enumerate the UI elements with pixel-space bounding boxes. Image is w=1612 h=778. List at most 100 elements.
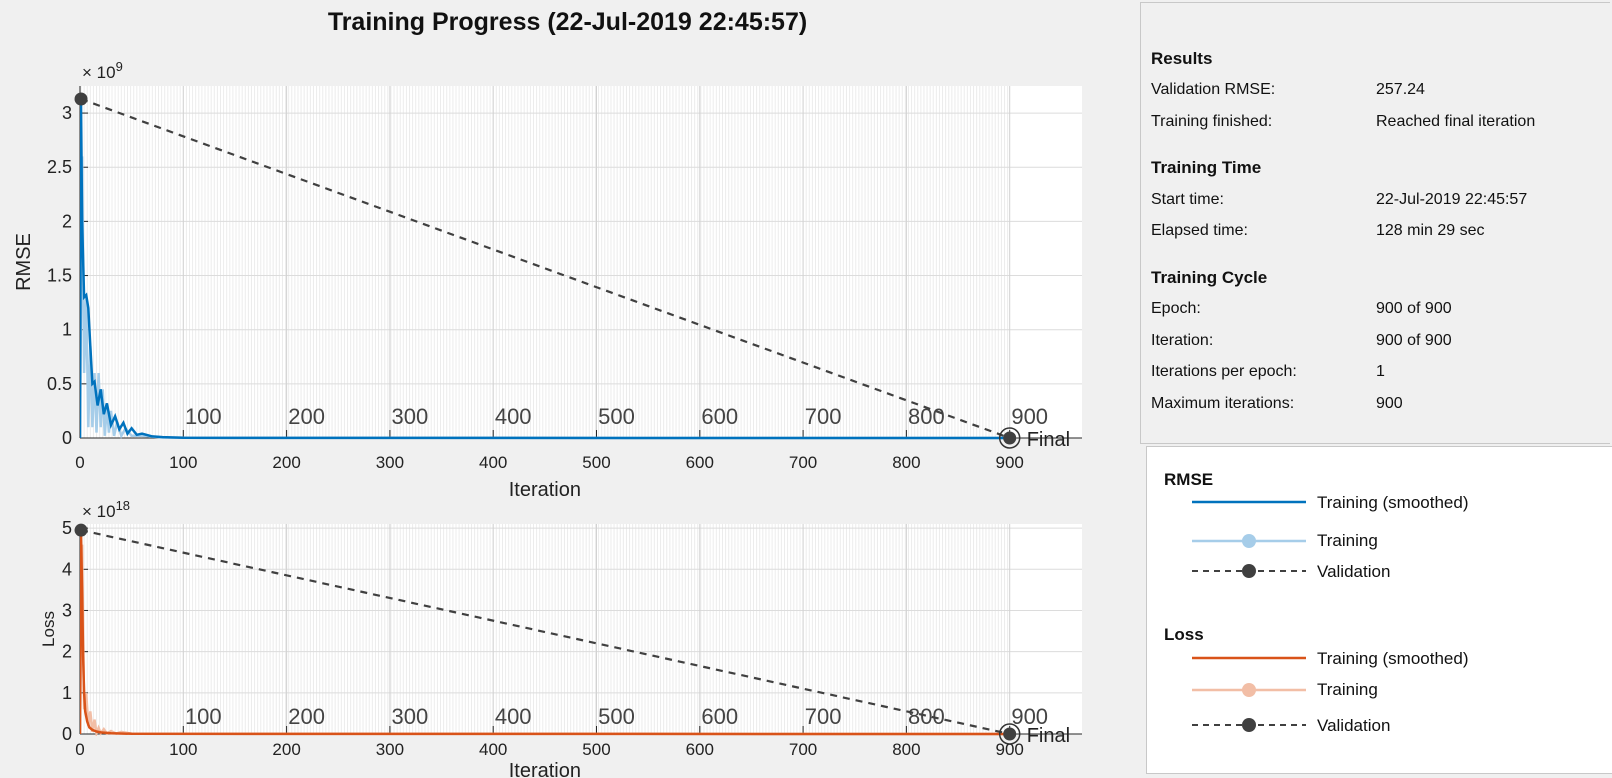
rmse-x-tick-label: 400 bbox=[479, 453, 507, 472]
loss-x-tick-label: 500 bbox=[582, 740, 610, 759]
rmse-chart[interactable]: 0 0.5 1 1.5 2 2.5 3 0 100 200 300 400 500 600 700 800 90… bbox=[13, 59, 1082, 502]
loss-y-label: Loss bbox=[39, 611, 58, 647]
rmse-epoch-label: 200 bbox=[288, 404, 325, 429]
rmse-validation-point bbox=[74, 92, 88, 106]
loss-x-tick-label: 200 bbox=[272, 740, 300, 759]
loss-validation-line bbox=[80, 529, 1010, 736]
rmse-x-tick-label: 700 bbox=[789, 453, 817, 472]
rmse-training-line bbox=[80, 156, 1010, 440]
rmse-y-exponent: × 109 bbox=[82, 59, 123, 83]
legend-rmse-training-label: Training bbox=[1317, 531, 1378, 550]
rmse-x-tick-label: 600 bbox=[686, 453, 714, 472]
rmse-epoch-label: 900 bbox=[1011, 404, 1048, 429]
loss-y-tick-label: 4 bbox=[62, 559, 72, 579]
rmse-x-tick-label: 100 bbox=[169, 453, 197, 472]
loss-plot-background bbox=[80, 524, 1082, 734]
loss-x-tick-label: 700 bbox=[789, 740, 817, 759]
rmse-y-tick-label: 3 bbox=[62, 103, 72, 123]
loss-x-tick-label: 0 bbox=[75, 740, 84, 759]
legend-loss-training-label: Training bbox=[1317, 680, 1378, 699]
rmse-y-label: RMSE bbox=[13, 233, 35, 291]
rmse-y-tick-label: 1.5 bbox=[47, 266, 72, 286]
elapsed-time-value: 128 min 29 sec bbox=[1376, 222, 1485, 239]
elapsed-time-label: Elapsed time: bbox=[1151, 222, 1248, 239]
loss-training-smoothed-line bbox=[80, 532, 1010, 736]
epoch-value: 900 of 900 bbox=[1376, 300, 1452, 317]
training-cycle-title: Training Cycle bbox=[1151, 268, 1268, 287]
loss-x-tick-label: 900 bbox=[996, 740, 1024, 759]
loss-final-label: Final bbox=[1027, 725, 1070, 747]
iteration-label: Iteration: bbox=[1151, 332, 1214, 349]
loss-chart[interactable]: 0 1 2 3 4 5 0 100 200 300 400 500 600 700 800 900 100 200… bbox=[39, 498, 1082, 778]
rmse-epoch-label: 400 bbox=[495, 404, 532, 429]
training-finished-label: Training finished: bbox=[1151, 113, 1273, 130]
results-title: Results bbox=[1151, 49, 1213, 68]
legend-loss-title: Loss bbox=[1164, 625, 1204, 644]
loss-training-line bbox=[80, 544, 1010, 736]
training-time-title: Training Time bbox=[1151, 158, 1262, 177]
epoch-label: Epoch: bbox=[1151, 300, 1201, 317]
legend-rmse-validation-swatch bbox=[1192, 564, 1306, 578]
legend-panel: RMSE Training (smoothed) Training Valida… bbox=[1146, 446, 1612, 774]
loss-epoch-label: 200 bbox=[288, 704, 325, 729]
loss-x-tick-label: 400 bbox=[479, 740, 507, 759]
plots-area: 00.511.522.530 100 200 300 400 500 600 700 800 90… bbox=[13, 59, 1082, 778]
loss-y-tick-label: 2 bbox=[62, 642, 72, 662]
loss-y-tick-label: 0 bbox=[62, 724, 72, 744]
maximum-iterations-value: 900 bbox=[1376, 395, 1403, 412]
loss-epoch-label: 100 bbox=[185, 704, 222, 729]
legend-loss-training-smoothed-label: Training (smoothed) bbox=[1317, 649, 1469, 668]
loss-y-tick-label: 1 bbox=[62, 683, 72, 703]
loss-epoch-label: 500 bbox=[598, 704, 635, 729]
legend-rmse-training-smoothed-swatch bbox=[1192, 500, 1306, 504]
iterations-per-epoch-value: 1 bbox=[1376, 363, 1385, 380]
iteration-value: 900 of 900 bbox=[1376, 332, 1452, 349]
loss-x-tick-label: 600 bbox=[686, 740, 714, 759]
rmse-x-label: Iteration bbox=[509, 479, 581, 501]
loss-y-tick-label: 5 bbox=[62, 518, 72, 538]
legend-rmse-training-smoothed-label: Training (smoothed) bbox=[1317, 493, 1469, 512]
loss-x-tick-label: 300 bbox=[376, 740, 404, 759]
info-panel: Results Validation RMSE: 257.24 Training… bbox=[1140, 2, 1610, 444]
loss-x-tick-label: 800 bbox=[892, 740, 920, 759]
rmse-x-tick-label: 200 bbox=[272, 453, 300, 472]
rmse-epoch-label: 100 bbox=[185, 404, 222, 429]
rmse-epoch-label: 600 bbox=[701, 404, 738, 429]
loss-epoch-label: 900 bbox=[1011, 704, 1048, 729]
loss-epoch-label: 800 bbox=[908, 704, 945, 729]
validation-rmse-value: 257.24 bbox=[1376, 81, 1425, 98]
rmse-training-smoothed-line bbox=[80, 102, 1010, 440]
loss-epoch-label: 700 bbox=[805, 704, 842, 729]
loss-validation-point bbox=[74, 523, 88, 537]
loss-x-label: Iteration bbox=[509, 760, 581, 778]
iterations-per-epoch-label: Iterations per epoch: bbox=[1151, 363, 1297, 380]
rmse-y-tick-label: 0 bbox=[62, 428, 72, 448]
page-title: Training Progress (22-Jul-2019 22:45:57) bbox=[327, 8, 808, 36]
loss-epoch-stripes bbox=[80, 524, 1009, 734]
loss-epoch-label: 300 bbox=[392, 704, 429, 729]
loss-epoch-label: 400 bbox=[495, 704, 532, 729]
rmse-epoch-label: 700 bbox=[805, 404, 842, 429]
loss-epoch-label: 600 bbox=[701, 704, 738, 729]
loss-y-tick-label: 3 bbox=[62, 600, 72, 620]
rmse-validation-line bbox=[80, 97, 1011, 440]
maximum-iterations-label: Maximum iterations: bbox=[1151, 395, 1295, 412]
start-time-value: 22-Jul-2019 22:45:57 bbox=[1376, 191, 1528, 208]
loss-x-tick-label: 100 bbox=[169, 740, 197, 759]
legend-loss-training-swatch bbox=[1192, 683, 1306, 697]
rmse-x-tick-label: 900 bbox=[996, 453, 1024, 472]
rmse-y-tick-label: 0.5 bbox=[47, 374, 72, 394]
rmse-epoch-stripes bbox=[80, 86, 1009, 438]
rmse-epoch-label: 300 bbox=[392, 404, 429, 429]
loss-validation-point bbox=[1003, 727, 1017, 741]
rmse-y-tick-label: 1 bbox=[62, 320, 72, 340]
rmse-x-tick-label: 500 bbox=[582, 453, 610, 472]
rmse-final-marker bbox=[998, 427, 1021, 449]
legend-loss-validation-swatch bbox=[1192, 718, 1306, 732]
rmse-epoch-label: 500 bbox=[598, 404, 635, 429]
rmse-validation-point bbox=[1003, 431, 1017, 445]
legend-rmse-title: RMSE bbox=[1164, 470, 1214, 489]
start-time-label: Start time: bbox=[1151, 191, 1224, 208]
legend-loss-validation-label: Validation bbox=[1317, 716, 1391, 735]
training-finished-value: Reached final iteration bbox=[1376, 113, 1536, 130]
